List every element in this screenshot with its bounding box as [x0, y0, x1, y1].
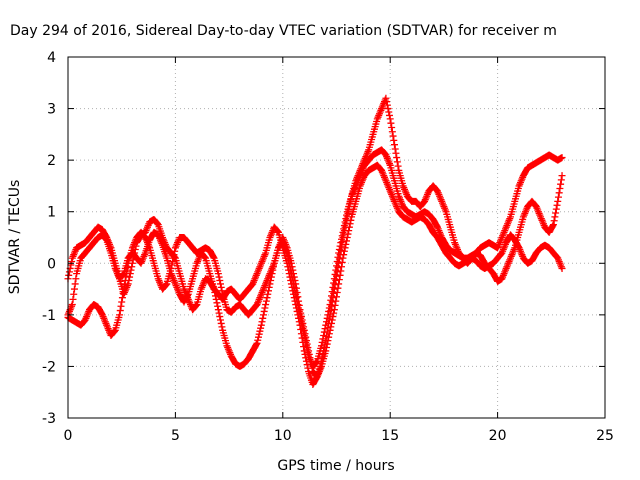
x-tick-labels: 0 5 10 15 20 25 — [64, 428, 614, 444]
x-tick-label: 10 — [274, 428, 292, 444]
axis-ticks — [67, 56, 606, 419]
y-tick-label: 3 — [47, 102, 56, 118]
x-tick-label: 5 — [171, 428, 180, 444]
chart-title: Day 294 of 2016, Sidereal Day-to-day VTE… — [10, 23, 557, 39]
y-tick-labels: -3 -2 -1 0 1 2 3 4 — [42, 50, 56, 427]
y-tick-label: 2 — [47, 153, 56, 169]
y-tick-label: 0 — [47, 256, 56, 272]
data-markers — [64, 94, 566, 388]
y-tick-label: 1 — [47, 205, 56, 221]
data-series-1 — [64, 94, 566, 388]
x-tick-label: 25 — [596, 428, 614, 444]
y-tick-label: -2 — [42, 359, 56, 375]
y-tick-label: 4 — [47, 50, 56, 66]
y-axis-title: SDTVAR / TECUs — [7, 180, 23, 295]
data-point-markers — [64, 94, 566, 388]
y-tick-label: -3 — [42, 411, 56, 427]
x-tick-label: 0 — [64, 428, 73, 444]
x-tick-label: 15 — [381, 428, 399, 444]
x-tick-label: 20 — [489, 428, 507, 444]
x-axis-title: GPS time / hours — [277, 458, 394, 474]
plot-frame — [67, 56, 606, 419]
y-tick-label: -1 — [42, 308, 56, 324]
